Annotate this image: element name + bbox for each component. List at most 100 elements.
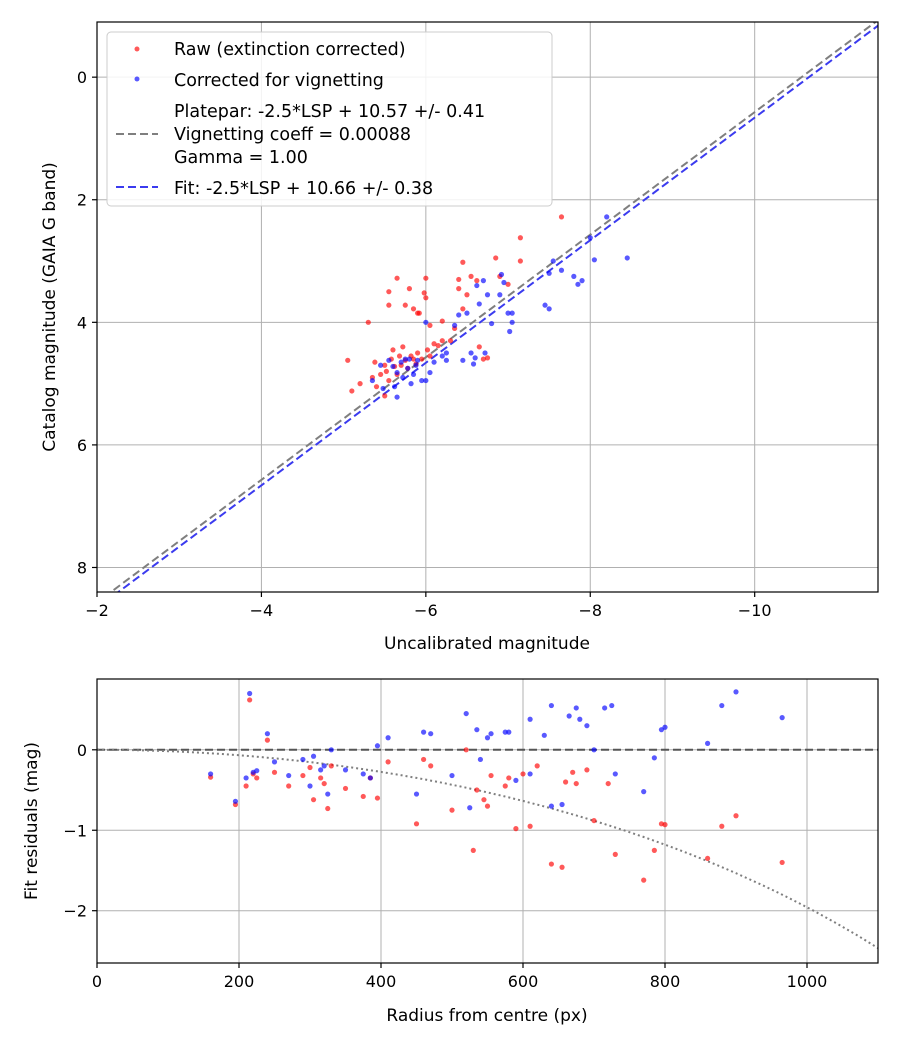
corrected-residual-point	[321, 763, 327, 769]
raw-point	[431, 341, 437, 347]
corrected-residual-point	[271, 759, 278, 765]
corrected-point	[443, 350, 449, 356]
raw-point	[349, 388, 355, 394]
top-x-tick-label: −4	[250, 601, 274, 620]
corrected-residual-point	[641, 789, 647, 795]
corrected-point	[431, 359, 437, 365]
raw-residual-point	[548, 861, 555, 867]
raw-point	[373, 384, 380, 390]
legend-corrected-marker	[134, 76, 140, 82]
corrected-residual-point	[591, 747, 597, 753]
corrected-point	[464, 310, 470, 316]
corrected-residual-point	[733, 689, 739, 695]
corrected-point	[406, 356, 412, 362]
raw-point	[456, 276, 462, 283]
raw-point	[427, 353, 433, 359]
raw-residual-point	[733, 813, 739, 819]
top-x-ticks: −2 −4 −6 −8 −10	[85, 592, 772, 620]
top-plot-frame	[96, 21, 879, 593]
corrected-residual-point	[264, 731, 270, 737]
corrected-residual-point	[779, 715, 785, 721]
raw-point	[386, 377, 392, 384]
corrected-point	[480, 278, 486, 284]
top-x-tick-label: −2	[85, 601, 109, 620]
raw-point	[357, 381, 363, 387]
raw-residual-point	[474, 787, 480, 793]
bottom-x-tick-label: 600	[508, 972, 539, 991]
corrected-residual-point	[609, 702, 615, 709]
corrected-point	[546, 270, 552, 276]
bottom-y-tick-label: 0	[77, 741, 87, 760]
raw-point	[460, 306, 466, 312]
bottom-y-ticks: 0 −1 −2	[63, 741, 97, 921]
corrected-residual-point	[612, 771, 618, 777]
raw-point	[410, 356, 417, 362]
corrected-point	[558, 267, 565, 273]
corrected-point	[591, 257, 597, 263]
corrected-residual-point	[566, 713, 572, 719]
legend-raw-label: Raw (extinction corrected)	[174, 40, 406, 60]
corrected-point	[507, 328, 513, 335]
raw-points	[345, 214, 565, 399]
corrected-point	[604, 214, 610, 220]
raw-residual-point	[481, 797, 487, 803]
corrected-residual-point	[573, 705, 579, 711]
corrected-residual-point	[463, 710, 469, 717]
raw-point	[493, 255, 499, 261]
corrected-residual-point	[474, 727, 480, 733]
corrected-point	[419, 377, 425, 384]
bottom-y-tick-label: −1	[63, 821, 87, 840]
raw-residual-point	[342, 785, 349, 792]
top-y-tick-label: 6	[77, 436, 87, 455]
corrected-point	[410, 371, 417, 378]
corrected-point	[489, 320, 495, 327]
bottom-x-ticks: 0 200 400 600 800 1000	[92, 963, 827, 991]
raw-point	[394, 275, 400, 281]
raw-residual-point	[360, 793, 366, 800]
corrected-point	[386, 357, 392, 363]
corrected-residual-point	[328, 747, 334, 753]
corrected-residual-point	[548, 702, 555, 709]
legend-platepar-line3: Gamma = 1.00	[174, 148, 308, 168]
raw-residual-point	[573, 780, 579, 787]
raw-residual-point	[570, 769, 576, 775]
raw-residual-point	[449, 807, 455, 813]
corrected-point	[443, 357, 449, 363]
top-y-axis-label: Catalog magnitude (GAIA G band)	[40, 162, 60, 452]
bottom-x-tick-label: 1000	[787, 972, 828, 991]
raw-point	[480, 356, 486, 362]
corrected-point	[380, 385, 386, 392]
corrected-point	[470, 361, 477, 367]
top-y-tick-label: 0	[77, 68, 87, 87]
corrected-residual-point	[385, 735, 391, 741]
raw-point	[464, 292, 470, 298]
raw-point	[415, 350, 421, 356]
bottom-x-tick-label: 200	[224, 972, 255, 991]
raw-residual-point	[559, 864, 565, 870]
corrected-residual-point	[254, 768, 260, 774]
corrected-point	[550, 258, 556, 264]
legend-platepar-line1: Platepar: -2.5*LSP + 10.57 +/- 0.41	[174, 102, 485, 122]
raw-point	[474, 278, 480, 284]
raw-point	[400, 344, 406, 350]
corrected-point	[390, 363, 396, 370]
raw-residual-point	[413, 821, 420, 827]
raw-point	[435, 343, 441, 349]
bottom-chart: 0 200 400 600 800 1000 0 −1 −2 Radius from cent…	[22, 678, 879, 1026]
top-x-tick-label: −10	[738, 601, 772, 620]
raw-point	[390, 347, 396, 353]
raw-residual-point	[385, 759, 391, 765]
corrected-residual-point	[577, 716, 583, 722]
corrected-point	[505, 310, 511, 316]
raw-residual-point	[605, 780, 611, 787]
corrected-residual-point	[584, 723, 590, 729]
raw-point	[382, 362, 388, 368]
raw-residual-point	[463, 747, 469, 753]
corrected-residual-point	[318, 767, 324, 773]
corrected-residual-point	[527, 771, 533, 777]
corrected-point	[575, 281, 581, 287]
raw-point	[423, 295, 429, 301]
bottom-x-axis-label: Radius from centre (px)	[386, 1006, 587, 1026]
corrected-point	[405, 365, 411, 371]
raw-point	[345, 357, 351, 363]
